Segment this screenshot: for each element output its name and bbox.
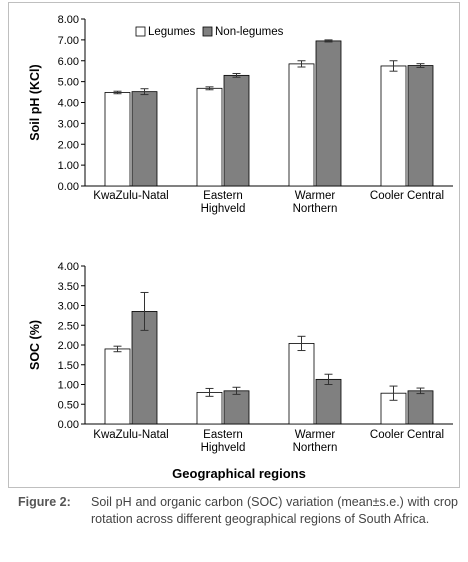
y-tick-label: 0.00 bbox=[58, 419, 79, 431]
y-tick-label: 4.00 bbox=[58, 98, 79, 110]
y-tick-label: 0.50 bbox=[58, 399, 79, 411]
chart-soil-ph: 0.00 1.00 2.00 3.00 4.00 5.00 6.00 7.00 8.00 Soil… bbox=[28, 14, 453, 215]
y-axis-title: SOC (%) bbox=[28, 320, 42, 370]
figure-caption: Figure 2: Soil pH and organic carbon (SO… bbox=[18, 494, 458, 528]
y-tick-label: 2.00 bbox=[58, 340, 79, 352]
x-tick-label: Cooler Central bbox=[370, 429, 444, 441]
bar-legumes-2 bbox=[288, 343, 315, 425]
x-tick-label-line: Northern bbox=[293, 442, 338, 454]
figure-frame: 0.00 1.00 2.00 3.00 4.00 5.00 6.00 7.00 8.00 Soil… bbox=[8, 2, 460, 488]
bar-legumes-3 bbox=[380, 65, 407, 187]
bar-legumes-0 bbox=[104, 348, 131, 425]
y-tick-label: 3.00 bbox=[58, 118, 79, 130]
bar-legumes-2 bbox=[288, 63, 315, 187]
x-tick-label-line: Cooler Central bbox=[370, 190, 444, 202]
y-tick-label: 2.00 bbox=[58, 139, 79, 151]
x-tick-label: Warmer Northern bbox=[293, 429, 338, 454]
x-tick-label: Eastern Highveld bbox=[201, 429, 246, 454]
y-tick-label: 4.00 bbox=[58, 261, 79, 273]
y-tick-label: 1.50 bbox=[58, 360, 79, 372]
x-tick-label-line: KwaZulu-Natal bbox=[93, 190, 168, 202]
legend-label: Non-legumes bbox=[215, 26, 284, 38]
caption-label: Figure 2: bbox=[18, 495, 71, 509]
y-tick-label: 5.00 bbox=[58, 77, 79, 89]
x-tick-label-line: Northern bbox=[293, 203, 338, 215]
y-tick-label: 7.00 bbox=[58, 35, 79, 47]
caption-text: Soil pH and organic carbon (SOC) variati… bbox=[91, 495, 458, 526]
y-tick-label: 6.00 bbox=[58, 56, 79, 68]
bar-legumes-1 bbox=[196, 87, 223, 187]
bar-legumes-0 bbox=[104, 92, 131, 187]
legend-swatch-non-legumes bbox=[202, 26, 213, 37]
x-axis-title: Geographical regions bbox=[172, 466, 306, 481]
x-tick-label: KwaZulu-Natal bbox=[93, 429, 168, 441]
x-tick-label-line: Eastern bbox=[203, 429, 243, 441]
bar-non-legumes-1 bbox=[223, 390, 250, 425]
x-tick-label: KwaZulu-Natal bbox=[93, 190, 168, 202]
x-tick-label-line: Highveld bbox=[201, 203, 246, 215]
bar-non-legumes-0 bbox=[131, 91, 158, 187]
x-tick-label: Warmer Northern bbox=[293, 190, 338, 215]
x-tick-label-line: KwaZulu-Natal bbox=[93, 429, 168, 441]
y-tick-label: 3.00 bbox=[58, 301, 79, 313]
y-tick-label: 3.50 bbox=[58, 281, 79, 293]
x-tick-label-line: Warmer bbox=[295, 429, 336, 441]
legend-label: Legumes bbox=[148, 26, 196, 38]
bar-non-legumes-1 bbox=[223, 74, 250, 187]
bar-non-legumes-2 bbox=[315, 378, 342, 425]
x-tick-label: Cooler Central bbox=[370, 190, 444, 202]
figure-svg: 0.00 1.00 2.00 3.00 4.00 5.00 6.00 7.00 8.00 Soil… bbox=[28, 14, 453, 481]
y-tick-label: 8.00 bbox=[58, 14, 79, 26]
x-tick-label-line: Highveld bbox=[201, 442, 246, 454]
x-tick-label-line: Cooler Central bbox=[370, 429, 444, 441]
x-tick-label-line: Eastern bbox=[203, 190, 243, 202]
bar-non-legumes-3 bbox=[407, 65, 434, 187]
y-tick-label: 1.00 bbox=[58, 160, 79, 172]
y-tick-label: 1.00 bbox=[58, 380, 79, 392]
y-tick-label: 0.00 bbox=[58, 181, 79, 193]
x-tick-label-line: Warmer bbox=[295, 190, 336, 202]
x-tick-label: Eastern Highveld bbox=[201, 190, 246, 215]
legend-swatch-legumes bbox=[135, 26, 146, 37]
bar-non-legumes-2 bbox=[315, 40, 342, 187]
bar-legumes-1 bbox=[196, 391, 223, 425]
y-axis-title: Soil pH (KCl) bbox=[28, 64, 42, 140]
bar-non-legumes-3 bbox=[407, 390, 434, 425]
chart-soc: 0.00 0.50 1.00 1.50 2.00 2.50 3.00 3.50 4.00 SOC … bbox=[28, 261, 453, 481]
y-tick-label: 2.50 bbox=[58, 320, 79, 332]
